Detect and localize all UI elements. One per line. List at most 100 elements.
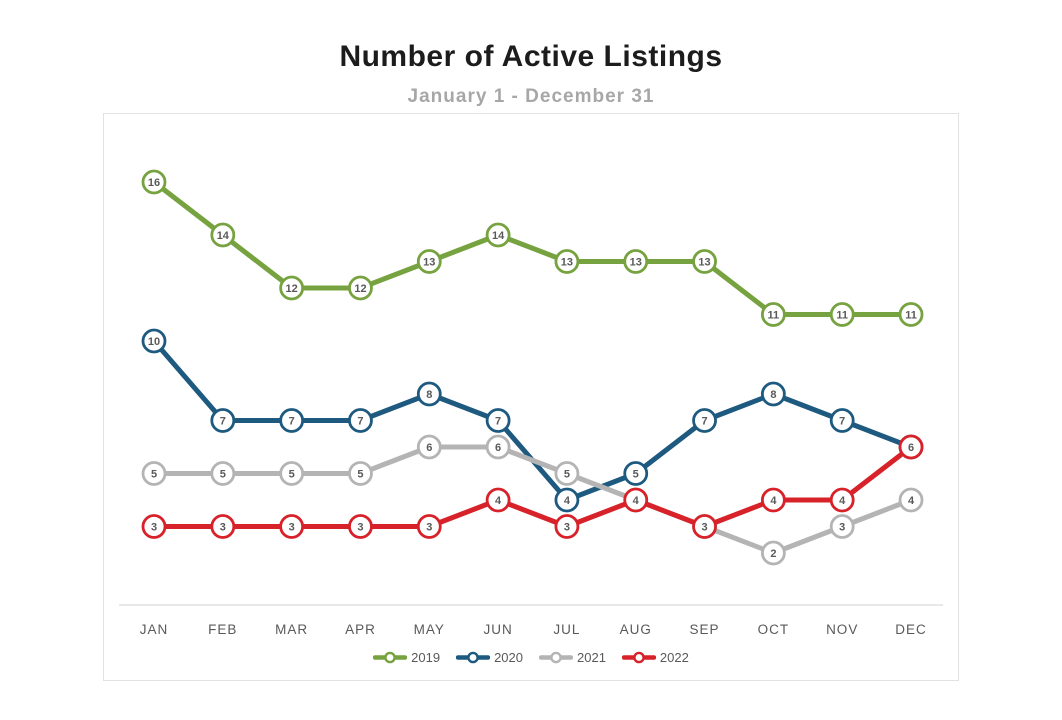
data-point-label: 6 (495, 442, 501, 454)
x-axis-label: APR (345, 622, 376, 637)
data-point-label: 5 (220, 469, 226, 481)
data-point-label: 7 (495, 416, 501, 428)
legend-label: 2019 (411, 650, 441, 665)
data-point-label: 13 (423, 257, 435, 269)
data-point-marker-2022 (485, 487, 511, 513)
data-point-marker-2020 (485, 408, 511, 433)
data-point-label: 7 (357, 416, 363, 428)
data-point-label: 5 (289, 469, 295, 481)
data-point-label: 11 (768, 310, 780, 322)
data-point-label: 3 (701, 522, 707, 534)
data-point-label: 3 (220, 522, 226, 534)
data-point-marker-2021 (554, 461, 580, 486)
data-point-label: 5 (564, 469, 570, 481)
legend-item-2022: 2022 (621, 650, 689, 665)
legend-marker-icon (373, 651, 408, 664)
data-point-marker-2019 (898, 302, 924, 327)
data-point-marker-2020 (210, 408, 236, 433)
data-point-marker-2022 (692, 514, 717, 539)
data-point-marker-2022 (623, 487, 649, 513)
legend-circle (550, 651, 562, 664)
data-point-marker-2019 (760, 302, 786, 327)
legend-item-2021: 2021 (539, 650, 606, 665)
x-axis-label: OCT (758, 622, 790, 637)
data-point-label: 3 (839, 522, 845, 534)
data-point-marker-2020 (760, 381, 786, 407)
data-point-marker-2020 (141, 328, 167, 354)
data-point-marker-2019 (623, 249, 649, 274)
data-point-label: 13 (698, 257, 710, 269)
data-point-marker-2020 (348, 408, 373, 433)
data-point-label: 4 (564, 495, 571, 507)
line-chart: JAN FEB MAR APR MAY JUN JUL AUG SEP OCT NOV DEC 16 14… (119, 169, 943, 637)
data-point-label: 13 (630, 257, 642, 269)
data-point-marker-2020 (829, 408, 855, 433)
x-axis-label: JUN (483, 622, 512, 637)
data-point-marker-2021 (210, 461, 236, 486)
data-point-marker-2022 (348, 514, 373, 539)
series-line-2019 (151, 179, 914, 317)
legend-marker-icon (621, 651, 656, 664)
page-title: Number of Active Listings (339, 40, 723, 73)
data-point-marker-2019 (416, 249, 442, 274)
data-point-label: 2 (770, 548, 776, 560)
data-point-marker-2022 (279, 514, 305, 539)
data-point-marker-2019 (692, 249, 717, 274)
data-point-marker-2021 (485, 434, 511, 460)
data-point-label: 4 (770, 495, 777, 507)
data-point-label: 7 (701, 416, 707, 428)
x-axis-label: MAR (275, 622, 308, 637)
data-point-marker-2019 (829, 302, 855, 327)
legend-circle (384, 651, 396, 664)
data-point-label: 6 (908, 442, 914, 454)
data-point-marker-2022 (760, 487, 786, 513)
data-point-label: 11 (905, 310, 917, 322)
data-point-marker-2021 (348, 461, 373, 486)
x-axis-label: JAN (140, 622, 169, 637)
data-point-label: 8 (770, 389, 776, 401)
data-point-marker-2019 (348, 275, 373, 301)
legend-circle (467, 651, 479, 664)
data-point-label: 4 (908, 495, 915, 507)
legend: 2019 2020 2021 2022 (104, 650, 958, 665)
data-point-marker-2021 (141, 461, 167, 486)
data-point-marker-2020 (623, 461, 649, 486)
data-point-marker-2019 (279, 275, 305, 301)
x-axis-label: JUL (553, 622, 580, 637)
data-point-label: 5 (357, 469, 363, 481)
data-point-marker-2021 (898, 487, 924, 513)
data-point-marker-2019 (485, 222, 511, 248)
data-point-label: 3 (564, 522, 570, 534)
data-point-label: 3 (357, 522, 363, 534)
data-point-label: 10 (148, 336, 160, 348)
data-point-marker-2022 (210, 514, 236, 539)
chart-header: Number of Active Listings January 1 - De… (0, 40, 1062, 108)
data-point-label: 7 (839, 416, 845, 428)
x-axis-label: FEB (208, 622, 237, 637)
data-point-marker-2021 (279, 461, 305, 486)
x-axis-label: AUG (620, 622, 652, 637)
legend-label: 2022 (659, 650, 689, 665)
data-point-label: 11 (836, 310, 848, 322)
data-point-label: 5 (151, 469, 157, 481)
data-point-marker-2022 (829, 487, 855, 513)
series-line-2020 (151, 338, 914, 503)
x-axis-label: NOV (826, 622, 858, 637)
legend-label: 2020 (494, 650, 523, 665)
data-point-marker-2022 (898, 434, 924, 460)
data-point-marker-2020 (554, 487, 580, 513)
data-point-marker-2020 (416, 381, 442, 407)
data-point-marker-2021 (760, 540, 786, 566)
legend-item-2019: 2019 (373, 650, 440, 665)
data-point-label: 14 (217, 230, 230, 242)
legend-marker-icon (539, 651, 573, 664)
data-point-label: 16 (148, 177, 160, 189)
legend-label: 2021 (577, 650, 606, 665)
chart-card: JAN FEB MAR APR MAY JUN JUL AUG SEP OCT NOV DEC 16 14… (103, 113, 959, 681)
legend-item-2020: 2020 (456, 650, 523, 665)
data-point-label: 13 (561, 257, 573, 269)
legend-marker-icon (456, 651, 491, 664)
x-axis-label: SEP (690, 622, 720, 637)
data-point-marker-2021 (829, 514, 855, 539)
x-axis-label: DEC (895, 622, 927, 637)
